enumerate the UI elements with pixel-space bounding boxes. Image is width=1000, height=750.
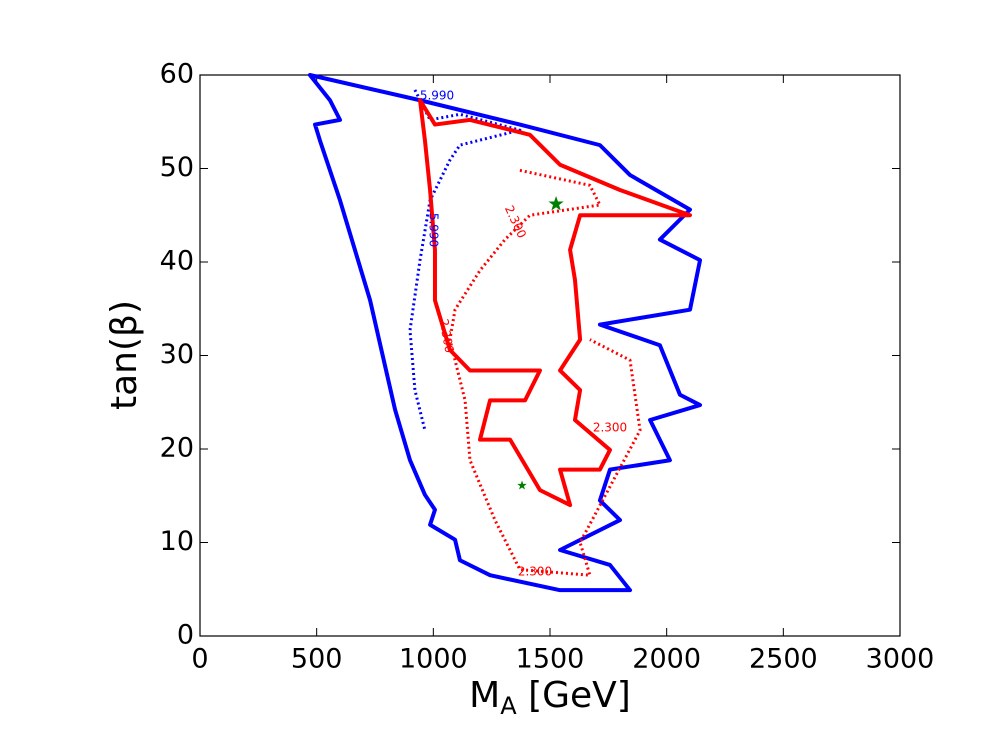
x-label-sub: A — [500, 692, 517, 720]
contour-line — [307, 73, 703, 593]
y-axis-label: tan(β) — [104, 300, 145, 410]
y-tick-label: 50 — [160, 152, 194, 183]
contour-label: 5.990 — [427, 213, 441, 247]
x-tick-label: 2000 — [632, 644, 701, 675]
y-tick-label: 60 — [160, 59, 194, 90]
best-fit-star — [548, 196, 564, 211]
contour-line — [408, 89, 522, 431]
contour-line — [418, 98, 692, 508]
x-tick-label: 1000 — [399, 644, 468, 675]
y-tick-label: 10 — [160, 526, 194, 557]
contour-label: 2.300 — [518, 565, 552, 579]
contour-label: 2.300 — [593, 421, 627, 435]
contour-label: 2.300 — [502, 203, 529, 240]
x-axis-label: MA [GeV] — [469, 675, 631, 720]
y-tick-label: 0 — [177, 620, 194, 651]
plot-frame — [199, 74, 901, 637]
x-tick-label: 3000 — [866, 644, 935, 675]
x-tick-label: 0 — [191, 644, 208, 675]
contour-label: 2.300 — [437, 318, 457, 354]
contour-label: 5.990 — [420, 89, 454, 103]
contour-line — [448, 168, 642, 577]
x-label-main: M — [469, 675, 500, 716]
x-tick-label: 1500 — [516, 644, 585, 675]
y-tick-label: 20 — [160, 433, 194, 464]
x-label-rest: [GeV] — [517, 675, 631, 716]
best-fit-star — [517, 480, 527, 490]
y-tick-label: 30 — [160, 339, 194, 370]
x-tick-label: 2500 — [749, 644, 818, 675]
y-tick-label: 40 — [160, 246, 194, 277]
x-tick-label: 500 — [291, 644, 343, 675]
